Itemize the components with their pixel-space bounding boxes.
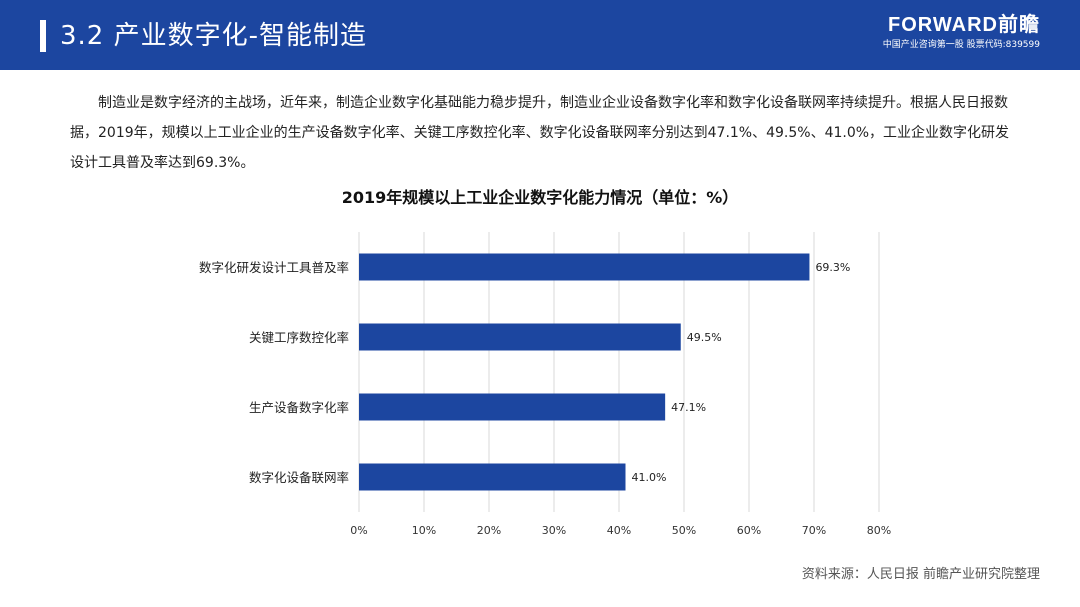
header-bar: 3.2 产业数字化-智能制造 FORWARD前瞻 中国产业咨询第一股 股票代码:… <box>0 0 1080 70</box>
brand-tagline: 中国产业咨询第一股 股票代码:839599 <box>882 40 1040 50</box>
bar <box>359 393 666 421</box>
chart-title: 2019年规模以上工业企业数字化能力情况（单位：%） <box>341 188 739 207</box>
bar <box>359 323 681 351</box>
x-tick-label: 70% <box>802 524 826 537</box>
x-tick-label: 10% <box>412 524 436 537</box>
brand-logo: FORWARD前瞻 中国产业咨询第一股 股票代码:839599 <box>870 14 1040 51</box>
data-label: 41.0% <box>632 471 667 484</box>
bar <box>359 253 810 281</box>
intro-paragraph: 制造业是数字经济的主战场，近年来，制造企业数字化基础能力稳步提升，制造业企业设备… <box>70 95 1010 171</box>
category-label: 数字化研发设计工具普及率 <box>199 260 349 275</box>
category-label: 关键工序数控化率 <box>249 330 349 345</box>
title-accent-bar <box>40 20 46 52</box>
data-label: 69.3% <box>815 261 850 274</box>
x-tick-label: 80% <box>867 524 891 537</box>
brand-name: FORWARD前瞻 <box>888 14 1040 36</box>
x-tick-label: 60% <box>737 524 761 537</box>
category-label: 生产设备数字化率 <box>249 400 349 415</box>
data-label: 47.1% <box>671 401 706 414</box>
source-note: 资料来源：人民日报 前瞻产业研究院整理 <box>801 567 1040 582</box>
data-label: 49.5% <box>687 331 722 344</box>
x-tick-label: 0% <box>350 524 367 537</box>
bar <box>359 463 626 491</box>
x-tick-label: 30% <box>542 524 566 537</box>
category-label: 数字化设备联网率 <box>249 470 349 485</box>
x-tick-label: 20% <box>477 524 501 537</box>
page-title: 3.2 产业数字化-智能制造 <box>60 21 367 51</box>
x-tick-label: 40% <box>607 524 631 537</box>
x-tick-label: 50% <box>672 524 696 537</box>
